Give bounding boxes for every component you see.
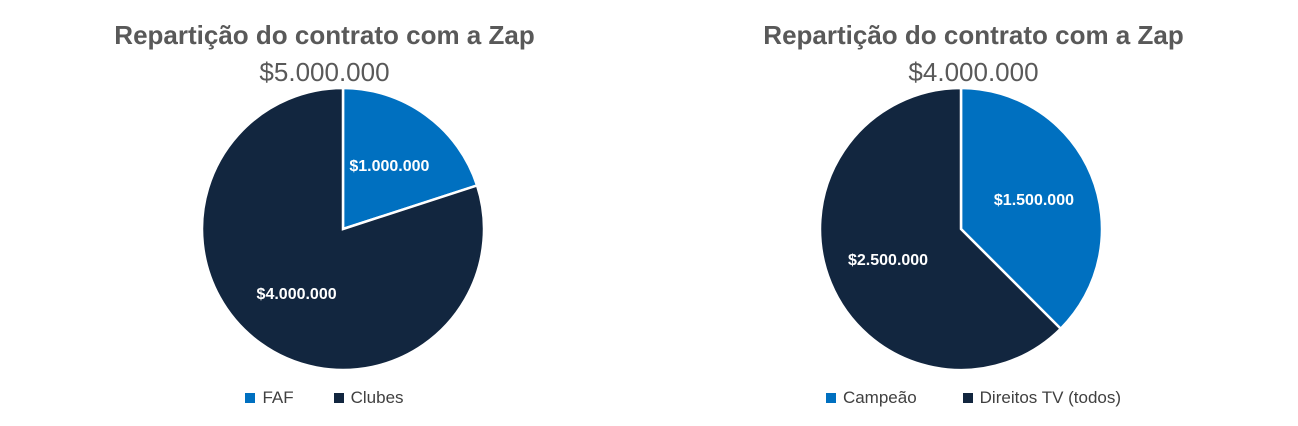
pie-slice-faf (341, 86, 479, 231)
chart-title: Repartição do contrato com a Zap (114, 20, 535, 50)
legend-label: FAF (262, 388, 294, 407)
pie-chart-1: Repartição do contrato com a Zap $5.000.… (0, 20, 649, 408)
legend-swatch (245, 393, 256, 403)
data-label: $1.000.000 (349, 158, 429, 175)
legend: Campeão Direitos TV (todos) (649, 388, 1298, 408)
data-label: $1.500.000 (994, 192, 1074, 209)
data-label: $2.500.000 (848, 252, 928, 269)
pie-plot: $1.000.000 $4.000.000 (200, 86, 486, 372)
legend-item-faf: FAF (245, 388, 294, 408)
legend-item-direitos-tv: Direitos TV (todos) (962, 388, 1122, 408)
legend-swatch (962, 393, 973, 403)
legend-item-clubes: Clubes (333, 388, 404, 408)
data-label: $4.000.000 (257, 286, 337, 303)
pie-slice-clubes (200, 86, 486, 372)
chart-subtitle: $5.000.000 (259, 57, 390, 87)
legend-swatch (825, 393, 836, 403)
chart-subtitle: $4.000.000 (908, 57, 1039, 87)
legend-label: Campeão (842, 388, 917, 407)
pie-plot: $1.500.000 $2.500.000 (818, 86, 1104, 372)
pie-slice-direitos-tv-todos- (818, 86, 1063, 372)
legend-label: Direitos TV (todos) (979, 388, 1122, 407)
legend-label: Clubes (350, 388, 404, 407)
pie-slice-campe-o (959, 86, 1104, 331)
pie-chart-2: Repartição do contrato com a Zap $4.000.… (649, 0, 1298, 426)
chart-title: Repartição do contrato com a Zap (763, 20, 1184, 50)
legend: FAF Clubes (0, 388, 649, 408)
legend-swatch (333, 393, 344, 403)
legend-item-campeao: Campeão (825, 388, 917, 408)
